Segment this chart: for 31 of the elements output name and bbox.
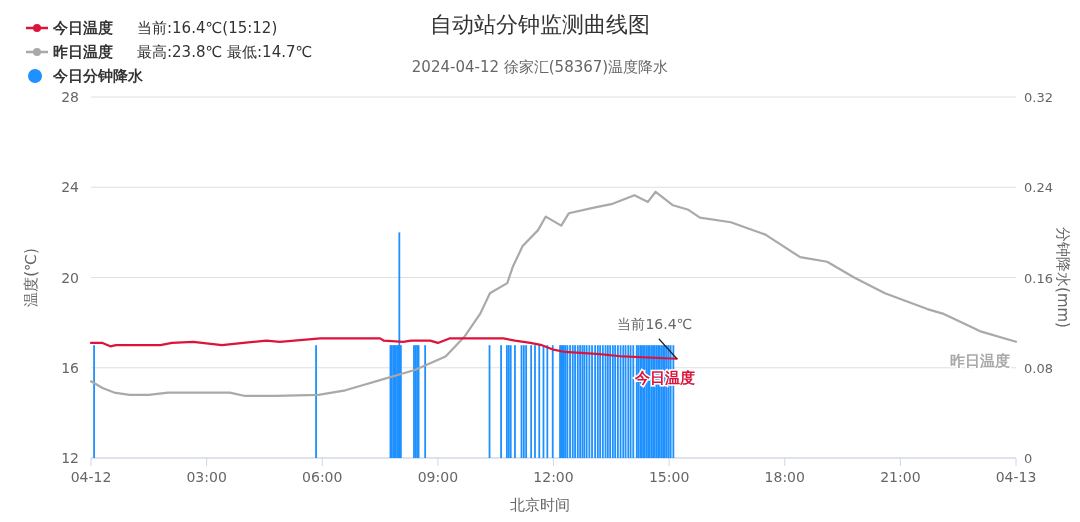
x-tick-label: 12:00 (533, 469, 574, 485)
x-tick-label: 15:00 (648, 469, 690, 485)
annotation: 当前16.4℃ (617, 315, 693, 332)
x-tick-label: 04-12 (70, 469, 112, 485)
chart-subtitle: 2024-04-12 徐家汇(58367)温度降水 (411, 58, 669, 76)
y2-axis-title: 分钟降水(mm) (1054, 227, 1072, 328)
legend-label: 今日温度 (52, 19, 113, 37)
legend-label: 昨日温度 (53, 43, 113, 61)
y2-tick-label: 0.08 (1024, 360, 1053, 376)
y-tick-label: 20 (61, 269, 79, 286)
y2-tick-label: 0.24 (1024, 180, 1053, 196)
y2-tick-label: 0 (1024, 451, 1033, 466)
text: 当前:16.4℃(15:12) (137, 19, 278, 37)
y2-tick-label: 0.32 (1024, 90, 1053, 105)
text: 昨日温度 (950, 351, 1010, 370)
y-tick-label: 28 (61, 89, 79, 105)
y-axis-title: 温度(℃) (22, 248, 40, 307)
x-tick-label: 21:00 (880, 469, 921, 485)
x-tick-label: 09:00 (417, 469, 459, 485)
legend-label: 今日分钟降水 (52, 67, 144, 85)
y-tick-label: 24 (61, 179, 80, 196)
x-tick-label: 04-13 (995, 469, 1037, 485)
y2-tick-label: 0.16 (1024, 270, 1053, 286)
x-tick-label: 03:00 (186, 469, 227, 485)
y-tick-label: 12 (61, 450, 79, 466)
x-tick-label: 18:00 (764, 469, 805, 485)
x-axis-title: 北京时间 (510, 496, 570, 514)
chart-title: 自动站分钟监测曲线图 (430, 12, 650, 37)
text: 最高:23.8℃ 最低:14.7℃ (137, 43, 313, 61)
y-tick-label: 16 (61, 359, 80, 376)
x-tick-label: 06:00 (302, 469, 343, 485)
